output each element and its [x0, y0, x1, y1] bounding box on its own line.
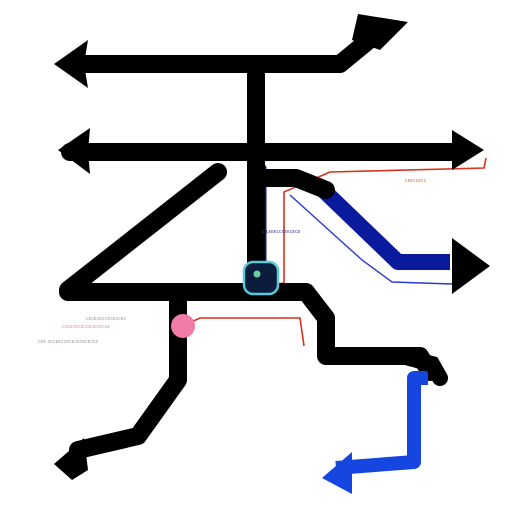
bottom-left-arrowhead-icon	[54, 438, 88, 480]
black-cap-route	[394, 348, 448, 386]
left-label-3: ᴄᴇᴇ ᴄᴇᴄᴇᴇᴄᴄᴇᴄᴇᴄᴇᴄᴇᴄᴇᴄᴇᴄ	[38, 339, 99, 345]
navy-diagonal-route	[312, 179, 450, 270]
top-left-arrowhead-icon	[54, 40, 88, 88]
pink-node-icon	[171, 314, 195, 338]
blue-arrowhead-icon	[322, 452, 352, 494]
top-horizontal-route	[73, 27, 383, 73]
middle-right-arrowhead-icon	[452, 130, 484, 170]
junction-node-dot	[253, 270, 261, 278]
right-upper-route	[253, 169, 335, 199]
left-label-1: ᴄᴇᴄᴇᴄᴇᴄᴄᴇᴄᴇᴄᴄᴇᴄ	[86, 316, 126, 322]
thin-blue-route	[289, 194, 453, 285]
junction-node-icon	[242, 260, 280, 296]
navy-arrowhead-icon	[452, 238, 490, 294]
orange-label: ᴄᴇᴇᴄᴄᴇᴄᴄ	[405, 178, 427, 184]
center-label: ᴄ ʟᴇᴇᴇᴄᴄᴄᴇᴇᴄᴇᴄᴇ	[262, 229, 301, 235]
top-right-arrowhead-icon	[352, 14, 408, 50]
left-label-2: ᴄᴄᴇᴇᴄᴇᴄᴇᴄᴄᴇᴄᴇᴄᴇᴄᴄᴇ	[62, 324, 111, 330]
left-diagonal-route	[59, 163, 227, 299]
middle-left-arrowhead-icon	[58, 128, 90, 174]
blue-lower-route	[335, 371, 428, 475]
red-thin-route-lower	[181, 317, 305, 347]
lower-left-route	[69, 291, 187, 459]
lower-horizontal-route	[59, 283, 439, 381]
